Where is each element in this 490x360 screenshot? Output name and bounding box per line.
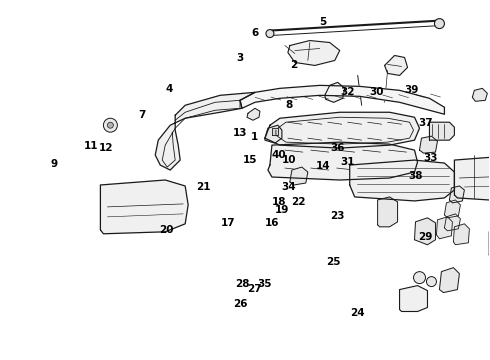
Circle shape: [266, 30, 274, 37]
Text: 39: 39: [404, 85, 418, 95]
Text: 9: 9: [51, 159, 58, 169]
Text: 2: 2: [290, 60, 297, 70]
Text: 40: 40: [272, 150, 287, 160]
Text: 11: 11: [84, 141, 98, 151]
Polygon shape: [454, 155, 490, 202]
Polygon shape: [415, 218, 436, 245]
Circle shape: [426, 276, 437, 287]
Text: 5: 5: [319, 17, 327, 27]
Text: 31: 31: [341, 157, 355, 167]
Text: 27: 27: [247, 284, 262, 294]
Polygon shape: [437, 217, 452, 239]
Text: 22: 22: [292, 197, 306, 207]
Text: 13: 13: [233, 129, 247, 138]
Text: 24: 24: [350, 308, 365, 318]
Text: 10: 10: [282, 155, 296, 165]
Text: 26: 26: [233, 299, 247, 309]
Text: 32: 32: [341, 87, 355, 97]
Text: 28: 28: [235, 279, 250, 289]
Polygon shape: [440, 268, 460, 293]
Polygon shape: [155, 92, 255, 170]
Text: 15: 15: [243, 155, 257, 165]
Text: 35: 35: [257, 279, 272, 289]
Polygon shape: [265, 112, 419, 148]
Text: 17: 17: [220, 218, 235, 228]
Polygon shape: [268, 142, 417, 180]
Text: 8: 8: [285, 100, 293, 110]
Polygon shape: [429, 122, 454, 140]
Text: 18: 18: [272, 197, 287, 207]
Polygon shape: [272, 128, 278, 135]
Polygon shape: [449, 186, 465, 203]
Text: 3: 3: [237, 53, 244, 63]
Polygon shape: [265, 125, 282, 143]
Circle shape: [107, 122, 113, 128]
Polygon shape: [240, 85, 444, 114]
Polygon shape: [378, 197, 397, 227]
Polygon shape: [453, 224, 469, 245]
Polygon shape: [350, 160, 454, 201]
Text: 7: 7: [139, 111, 146, 121]
Polygon shape: [247, 108, 260, 120]
Text: 21: 21: [196, 182, 211, 192]
Text: 36: 36: [331, 143, 345, 153]
Text: 34: 34: [282, 182, 296, 192]
Circle shape: [414, 272, 425, 284]
Text: 23: 23: [331, 211, 345, 221]
Text: 1: 1: [251, 132, 258, 142]
Text: 30: 30: [369, 87, 384, 97]
Text: 14: 14: [316, 161, 330, 171]
Polygon shape: [385, 55, 408, 75]
Circle shape: [103, 118, 118, 132]
Text: 25: 25: [326, 257, 340, 267]
Polygon shape: [290, 167, 308, 185]
Text: 6: 6: [251, 28, 258, 38]
Polygon shape: [288, 41, 340, 66]
Polygon shape: [419, 136, 438, 153]
Text: 20: 20: [160, 225, 174, 235]
Text: 37: 37: [418, 118, 433, 128]
Text: 12: 12: [98, 143, 113, 153]
Text: 38: 38: [409, 171, 423, 181]
Polygon shape: [325, 82, 345, 102]
Polygon shape: [444, 200, 461, 218]
Circle shape: [435, 19, 444, 28]
Polygon shape: [444, 214, 461, 231]
Text: 16: 16: [265, 218, 279, 228]
Text: 33: 33: [423, 153, 438, 163]
Text: 29: 29: [418, 232, 433, 242]
Polygon shape: [100, 180, 188, 234]
Polygon shape: [399, 285, 427, 311]
Text: 19: 19: [274, 206, 289, 216]
Text: 4: 4: [166, 84, 173, 94]
Polygon shape: [472, 88, 488, 101]
